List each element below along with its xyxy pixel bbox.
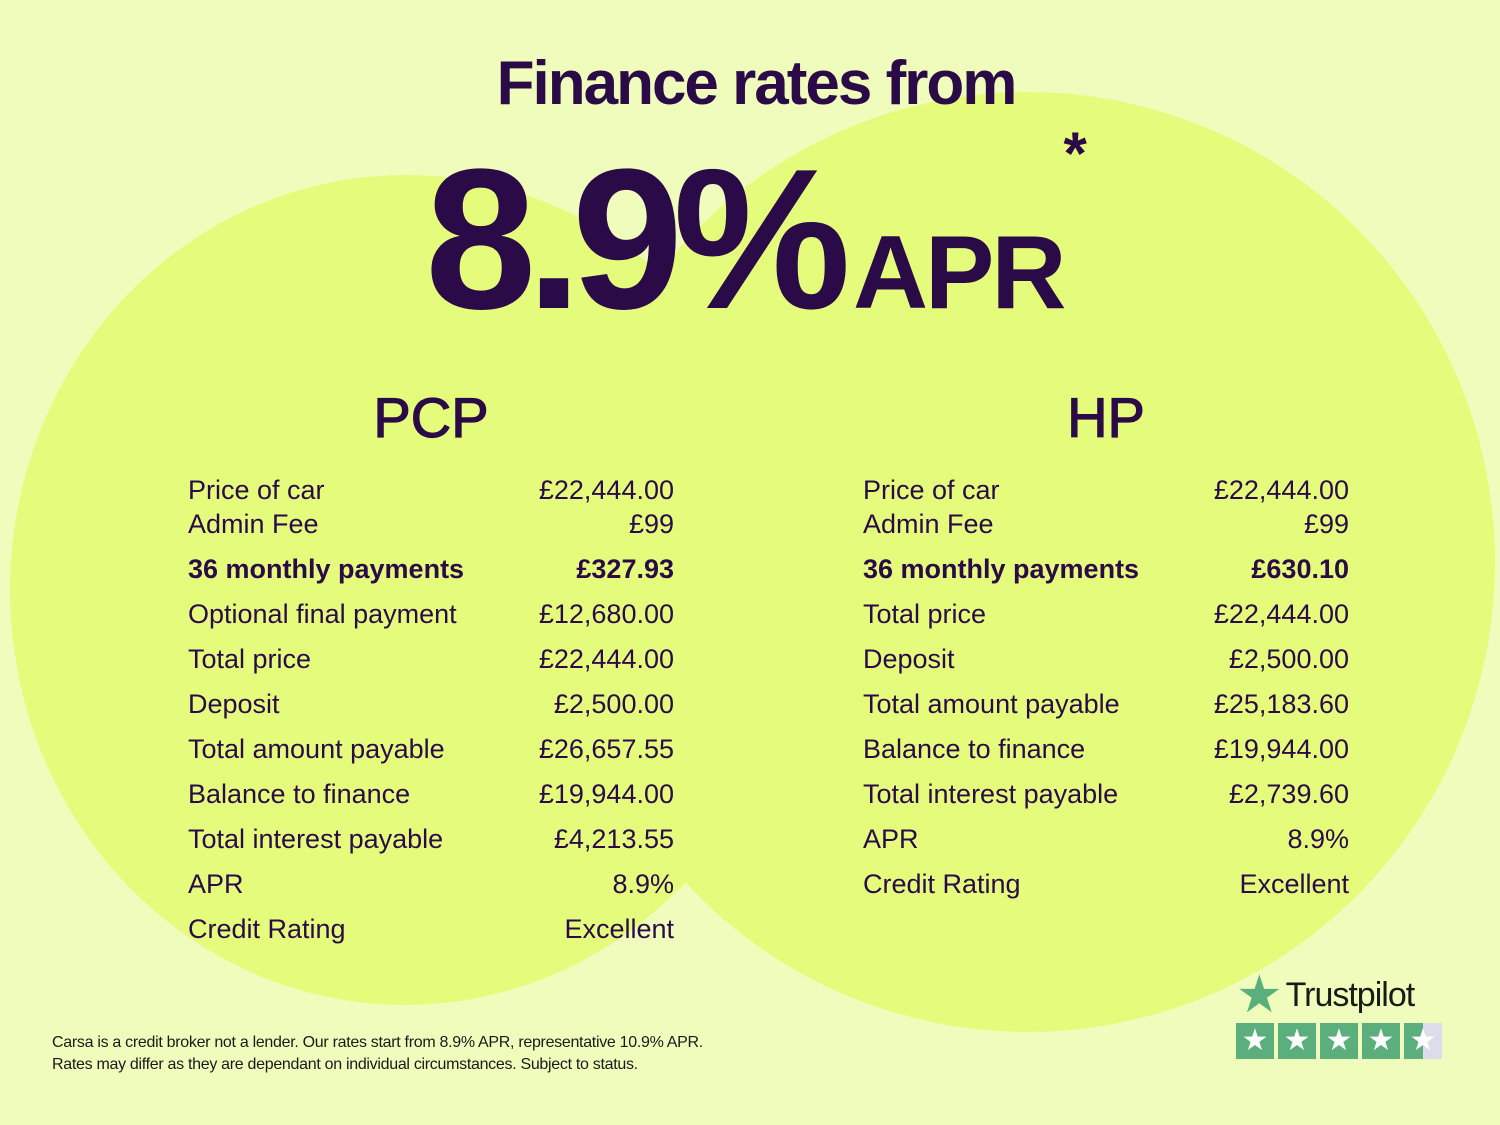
row-value: £22,444.00 <box>1213 475 1349 505</box>
row-label: Total amount payable <box>863 689 1120 719</box>
row-label: APR <box>188 869 244 899</box>
table-row: Admin Fee £99 <box>863 509 1349 554</box>
star-icon: ★ <box>1362 1023 1400 1059</box>
star-icon: ★ <box>1236 1023 1274 1059</box>
row-label: Credit Rating <box>188 914 346 944</box>
star-icon: ★ <box>1278 1023 1316 1059</box>
apr-label: APR <box>852 215 1067 331</box>
row-label: Total interest payable <box>863 779 1119 809</box>
star-icon: ★ <box>1320 1023 1358 1059</box>
row-label: 36 monthly payments <box>863 554 1140 584</box>
headline-title: Finance rates from <box>496 49 1018 118</box>
row-value: £22,444.00 <box>1213 599 1349 629</box>
row-value: Excellent <box>1239 869 1349 899</box>
background-circle-right <box>560 92 1495 1032</box>
headline-rate: 8.9% APR * <box>0 120 1500 355</box>
row-label: Total price <box>188 644 312 674</box>
hp-title: HP <box>1066 385 1145 449</box>
rating-stars: ★ ★ ★ ★ ★ <box>1236 1023 1446 1059</box>
row-label: 36 monthly payments <box>188 554 465 584</box>
table-row: Total amount payable £25,183.60 <box>863 689 1349 734</box>
table-row: 36 monthly payments £327.93 <box>188 554 674 599</box>
row-value: 8.9% <box>1287 824 1349 854</box>
row-label: Deposit <box>188 689 280 719</box>
table-row: Price of car £22,444.00 <box>863 475 1349 509</box>
row-value: £4,213.55 <box>553 824 674 854</box>
row-label: Optional final payment <box>188 599 457 629</box>
row-label: Total interest payable <box>188 824 444 854</box>
table-row: 36 monthly payments £630.10 <box>863 554 1349 599</box>
table-row: Price of car £22,444.00 <box>188 475 674 509</box>
table-row: Total price £22,444.00 <box>188 644 674 689</box>
asterisk: * <box>1063 120 1087 187</box>
row-value: £99 <box>628 509 674 539</box>
row-label: Balance to finance <box>863 734 1086 764</box>
row-value: £19,944.00 <box>538 779 674 809</box>
row-value: £2,739.60 <box>1228 779 1349 809</box>
rate-value: 8.9% <box>425 128 851 351</box>
row-value: Excellent <box>564 914 674 944</box>
row-value: 8.9% <box>612 869 674 899</box>
table-row: Total amount payable £26,657.55 <box>188 734 674 779</box>
table-row: Balance to finance £19,944.00 <box>188 779 674 824</box>
table-row: Deposit £2,500.00 <box>863 644 1349 689</box>
table-row: APR 8.9% <box>863 824 1349 869</box>
row-label: Admin Fee <box>863 509 994 539</box>
trustpilot-badge: ★ Trustpilot ★ ★ ★ ★ ★ <box>1236 966 1446 1059</box>
row-label: Price of car <box>863 475 1000 505</box>
table-row: Credit Rating Excellent <box>863 869 1349 914</box>
trustpilot-star-icon: ★ <box>1236 966 1283 1024</box>
row-label: Total price <box>863 599 987 629</box>
row-label: APR <box>863 824 919 854</box>
table-row: Credit Rating Excellent <box>188 914 674 959</box>
row-label: Price of car <box>188 475 325 505</box>
row-value: £25,183.60 <box>1213 689 1349 719</box>
table-row: Balance to finance £19,944.00 <box>863 734 1349 779</box>
table-row: Total interest payable £2,739.60 <box>863 779 1349 824</box>
table-row: Deposit £2,500.00 <box>188 689 674 734</box>
row-value: £99 <box>1303 509 1349 539</box>
row-value: £19,944.00 <box>1213 734 1349 764</box>
pcp-title: PCP <box>373 385 489 449</box>
disclaimer-line: Carsa is a credit broker not a lender. O… <box>52 1034 703 1051</box>
row-value: £2,500.00 <box>553 689 674 719</box>
row-value: £630.10 <box>1251 554 1349 584</box>
row-value: £26,657.55 <box>538 734 674 764</box>
table-row: Admin Fee £99 <box>188 509 674 554</box>
pcp-table: PCP Price of car £22,444.00 Admin Fee £99 36… <box>188 385 674 959</box>
disclaimer-line: Rates may differ as they are dependant o… <box>52 1056 638 1073</box>
row-label: Total amount payable <box>188 734 445 764</box>
row-value: £22,444.00 <box>538 475 674 505</box>
star-icon: ★ <box>1404 1023 1442 1059</box>
hp-table: HP Price of car £22,444.00 Admin Fee £99 36 … <box>863 385 1349 914</box>
table-row: Optional final payment £12,680.00 <box>188 599 674 644</box>
row-label: Balance to finance <box>188 779 411 809</box>
row-label: Credit Rating <box>863 869 1021 899</box>
row-value: £327.93 <box>576 554 674 584</box>
table-row: Total interest payable £4,213.55 <box>188 824 674 869</box>
row-value: £22,444.00 <box>538 644 674 674</box>
row-value: £12,680.00 <box>538 599 674 629</box>
row-label: Deposit <box>863 644 955 674</box>
disclaimer: Carsa is a credit broker not a lender. O… <box>52 1032 703 1076</box>
row-value: £2,500.00 <box>1228 644 1349 674</box>
row-label: Admin Fee <box>188 509 319 539</box>
table-row: Total price £22,444.00 <box>863 599 1349 644</box>
trustpilot-name: Trustpilot <box>1285 975 1416 1014</box>
table-row: APR 8.9% <box>188 869 674 914</box>
